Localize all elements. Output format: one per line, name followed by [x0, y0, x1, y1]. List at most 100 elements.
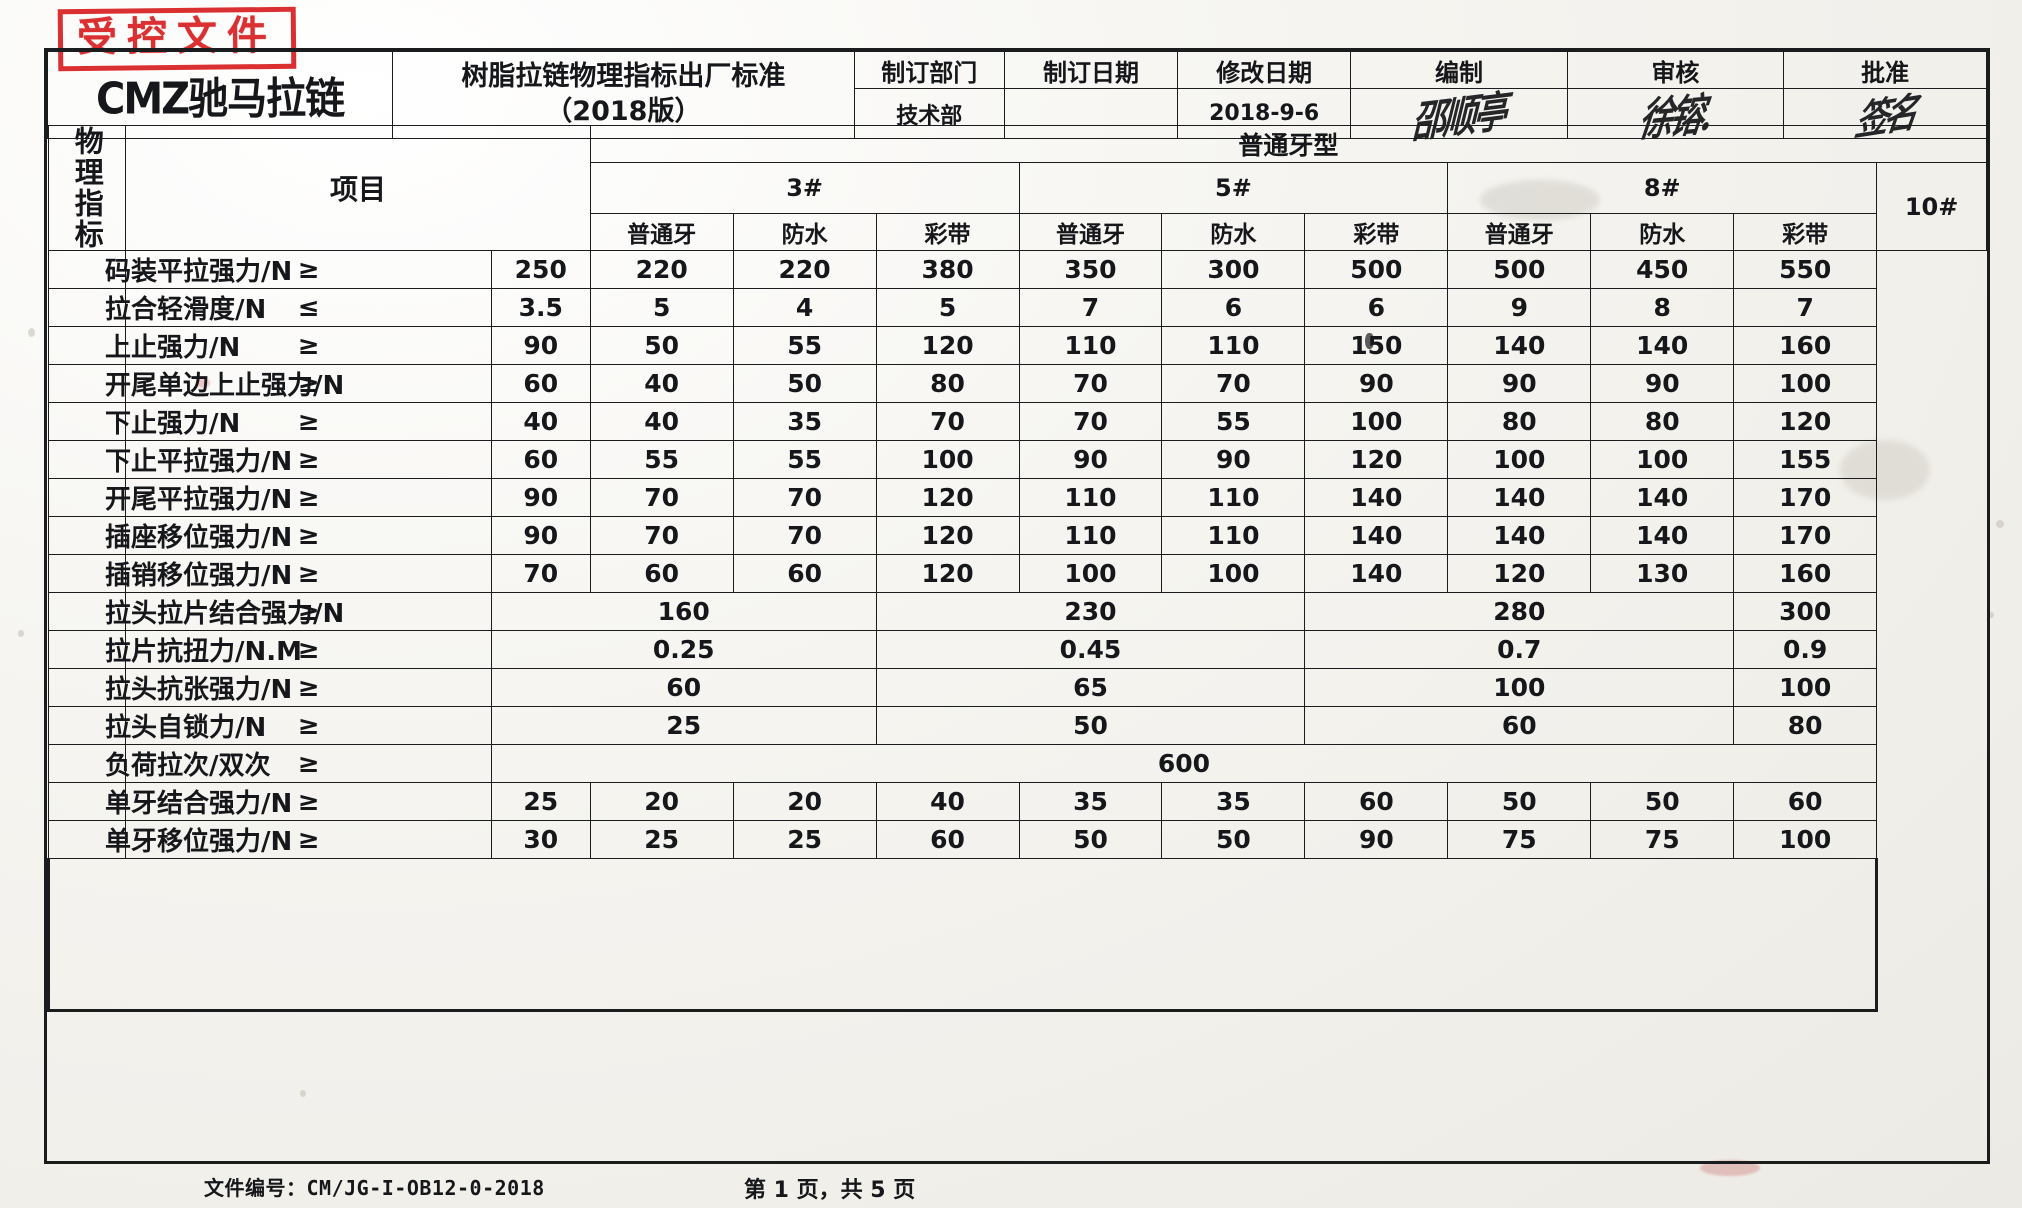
- scan-speck: [300, 1090, 306, 1097]
- cell-value: 40: [589, 402, 734, 441]
- cell-value: 90: [1018, 440, 1163, 479]
- cell-value-grouped: 80: [1733, 706, 1878, 745]
- cell-value: 35: [1018, 782, 1163, 821]
- cell-value: 9: [1447, 288, 1592, 327]
- cell-value: 100: [1733, 364, 1878, 403]
- field-label-approved-by: 批准: [1783, 51, 1987, 89]
- cell-value: 70: [589, 478, 734, 517]
- table-row: 开尾平拉强力/N ≥90 70 70 120 110 110 140 140 140 170: [47, 478, 1987, 517]
- cell-value: 25: [732, 820, 877, 859]
- cell-value: 50: [1161, 820, 1306, 859]
- subcol-header-3-ribbon: 彩带: [875, 213, 1020, 251]
- cell-value: 220: [732, 250, 877, 289]
- cell-value-grouped: 300: [1733, 592, 1878, 631]
- cell-value: 140: [1304, 554, 1449, 593]
- cell-value: 75: [1590, 820, 1735, 859]
- cell-value: 140: [1590, 478, 1735, 517]
- row-label: 单牙结合强力/N: [47, 782, 292, 821]
- cell-value: 90: [490, 516, 591, 555]
- cell-value: 70: [589, 516, 734, 555]
- row-operator: ≥: [125, 820, 492, 859]
- row-label: 拉头自锁力/N: [47, 706, 266, 745]
- subcol-header-3-waterproof: 防水: [732, 213, 877, 251]
- table-row: 码装平拉强力/N ≥250 220 220 380 350 300 500 500 450 550: [47, 250, 1987, 289]
- cell-value: 90: [490, 478, 591, 517]
- cell-value-grouped: 65: [875, 668, 1306, 707]
- specification-table-wrapper: 物理指标 项目 普通牙型 3# 5# 8# 10# 普通牙 防水 彩带 普通牙 …: [46, 125, 1988, 1012]
- cell-value: 8: [1590, 288, 1735, 327]
- row-operator: ≥: [125, 402, 492, 441]
- cell-value: 60: [732, 554, 877, 593]
- row-label: 开尾平拉强力/N: [47, 478, 292, 517]
- row-operator: ≥: [125, 668, 492, 707]
- cell-value-grouped: 0.7: [1304, 630, 1735, 669]
- cell-value: 30: [490, 820, 591, 859]
- cell-value: 100: [1018, 554, 1163, 593]
- cell-value-grouped: 25: [490, 706, 877, 745]
- empty-area: [46, 858, 1879, 1012]
- field-label-revision-date: 修改日期: [1177, 51, 1352, 89]
- row-operator: ≥: [125, 630, 492, 669]
- cell-value: 380: [875, 250, 1020, 289]
- field-label-drafting-dept: 制订部门: [853, 51, 1005, 89]
- cell-value-grouped: 60: [1304, 706, 1735, 745]
- logo-latin-text: CMZ: [96, 74, 190, 125]
- table-row: 拉片抗扭力/N.M ≥0.25 0.45 0.7 0.9: [47, 630, 1987, 669]
- cell-value: 55: [732, 440, 877, 479]
- size-header-8: 8#: [1447, 162, 1878, 214]
- cell-value: 70: [1018, 364, 1163, 403]
- cell-value: 300: [1161, 250, 1306, 289]
- cell-value: 70: [732, 516, 877, 555]
- title-line-2: （2018版）: [545, 96, 702, 127]
- cell-value: 25: [589, 820, 734, 859]
- cell-value: 250: [490, 250, 591, 289]
- cell-value: 100: [1447, 440, 1592, 479]
- table-row: 下止强力/N ≥40 40 35 70 70 55 100 80 80 120: [47, 402, 1987, 441]
- size-header-10: 10#: [1876, 162, 1987, 251]
- cell-value-grouped: 50: [875, 706, 1306, 745]
- cell-value: 120: [875, 478, 1020, 517]
- cell-value: 80: [1590, 402, 1735, 441]
- scan-red-mark: [1700, 1160, 1760, 1176]
- cell-value: 100: [1590, 440, 1735, 479]
- cell-value: 7: [1018, 288, 1163, 327]
- scan-speck: [1996, 520, 2004, 528]
- specification-table: 物理指标 项目 普通牙型 3# 5# 8# 10# 普通牙 防水 彩带 普通牙 …: [46, 125, 1988, 1012]
- column-header-tooth-type: 普通牙型: [589, 125, 1988, 163]
- table-header-row-group: 物理指标 项目 普通牙型: [47, 125, 1988, 251]
- cell-value: 110: [1161, 516, 1306, 555]
- cell-value: 120: [875, 554, 1020, 593]
- cell-value-grouped: 0.45: [875, 630, 1306, 669]
- row-label: 拉头拉片结合强力/N: [47, 592, 344, 631]
- cell-value: 70: [490, 554, 591, 593]
- side-label-physical-index: 物理指标: [47, 125, 127, 251]
- cell-value: 140: [1447, 516, 1592, 555]
- cell-value: 4: [732, 288, 877, 327]
- cell-value: 155: [1733, 440, 1878, 479]
- cell-value: 350: [1018, 250, 1163, 289]
- cell-value: 5: [589, 288, 734, 327]
- cell-value: 220: [589, 250, 734, 289]
- cell-value: 55: [1161, 402, 1306, 441]
- cell-value: 60: [875, 820, 1020, 859]
- table-row: 上止强力/N ≥90 50 55 120 110 110 150 140 140 160: [47, 326, 1987, 365]
- cell-value: 40: [589, 364, 734, 403]
- subcol-header-5-ribbon: 彩带: [1304, 213, 1449, 251]
- cell-value: 120: [1304, 440, 1449, 479]
- cell-value: 60: [1304, 782, 1449, 821]
- table-body: 码装平拉强力/N ≥250 220 220 380 350 300 500 500 450 550 拉…: [47, 250, 1987, 859]
- cell-value: 450: [1590, 250, 1735, 289]
- cell-value: 70: [732, 478, 877, 517]
- cell-value: 120: [1447, 554, 1592, 593]
- cell-value: 110: [1018, 478, 1163, 517]
- cell-value: 110: [1161, 326, 1306, 365]
- cell-value: 60: [1733, 782, 1878, 821]
- cell-value: 50: [732, 364, 877, 403]
- column-header-item: 项目: [125, 125, 591, 251]
- cell-value: 170: [1733, 516, 1878, 555]
- table-row: 单牙移位强力/N ≥30 25 25 60 50 50 90 75 75 100: [47, 820, 1987, 859]
- subcol-header-8-normal: 普通牙: [1447, 213, 1592, 251]
- cell-value: 140: [1590, 326, 1735, 365]
- cell-value: 7: [1733, 288, 1878, 327]
- cell-value: 90: [1590, 364, 1735, 403]
